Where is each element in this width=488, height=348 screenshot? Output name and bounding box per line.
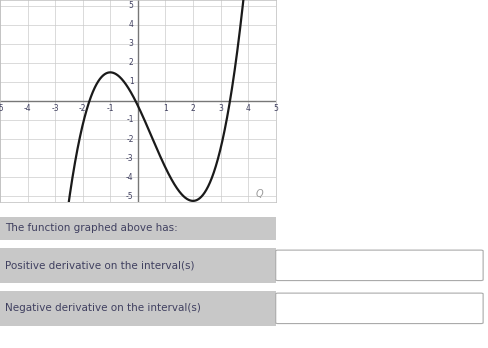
Text: -2: -2 bbox=[126, 135, 134, 143]
Text: -4: -4 bbox=[24, 104, 31, 113]
Text: -3: -3 bbox=[126, 153, 134, 163]
Bar bbox=[0, 291, 276, 326]
Bar bbox=[0, 217, 276, 240]
Text: Negative derivative on the interval(s): Negative derivative on the interval(s) bbox=[5, 303, 201, 313]
Text: -1: -1 bbox=[126, 116, 134, 125]
Text: Positive derivative on the interval(s): Positive derivative on the interval(s) bbox=[5, 260, 194, 270]
Text: 4: 4 bbox=[129, 20, 134, 29]
Text: 2: 2 bbox=[129, 58, 134, 67]
Text: -1: -1 bbox=[106, 104, 114, 113]
Text: Q: Q bbox=[255, 189, 263, 199]
Text: -5: -5 bbox=[0, 104, 4, 113]
Bar bbox=[0, 248, 276, 283]
Text: -5: -5 bbox=[126, 192, 134, 201]
Text: 1: 1 bbox=[129, 77, 134, 86]
Text: 5: 5 bbox=[273, 104, 278, 113]
Text: 4: 4 bbox=[246, 104, 250, 113]
Text: 2: 2 bbox=[191, 104, 195, 113]
FancyBboxPatch shape bbox=[276, 250, 483, 280]
Text: 3: 3 bbox=[218, 104, 223, 113]
Text: -4: -4 bbox=[126, 173, 134, 182]
Text: -2: -2 bbox=[79, 104, 86, 113]
Text: -3: -3 bbox=[51, 104, 59, 113]
FancyBboxPatch shape bbox=[276, 293, 483, 324]
Text: 5: 5 bbox=[129, 1, 134, 10]
Text: The function graphed above has:: The function graphed above has: bbox=[5, 223, 178, 234]
Text: 1: 1 bbox=[163, 104, 168, 113]
Text: 3: 3 bbox=[129, 39, 134, 48]
